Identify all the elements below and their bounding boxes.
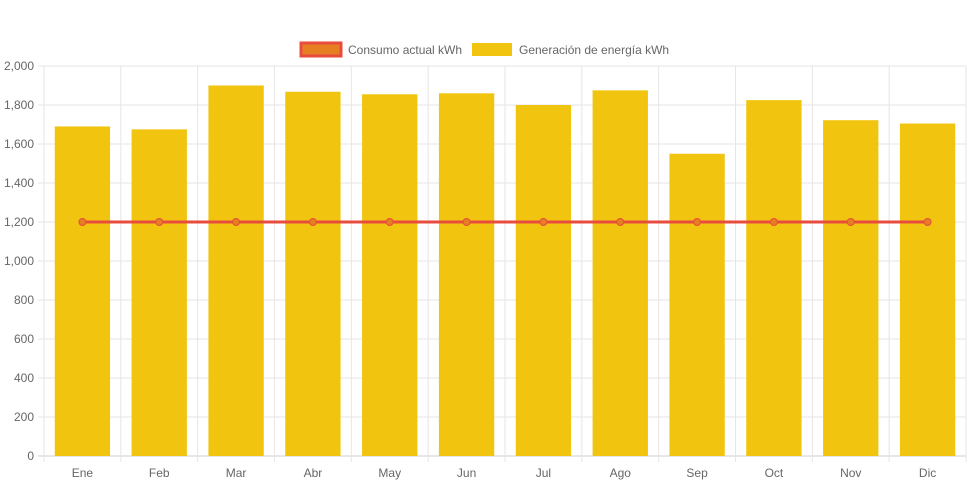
legend-item-consumo[interactable]: Consumo actual kWh	[299, 41, 462, 58]
x-tick-label: Nov	[840, 466, 861, 480]
grid	[38, 65, 967, 462]
legend-item-generacion[interactable]: Generación de energía kWh	[472, 43, 669, 57]
y-tick-label: 400	[14, 371, 34, 385]
bar-generacion-ene[interactable]	[54, 126, 111, 456]
y-tick-label: 1,800	[4, 98, 34, 112]
x-tick-label: Sep	[686, 466, 708, 480]
point-consumo-ago[interactable]	[616, 218, 625, 226]
bars	[54, 85, 956, 457]
consumption-line	[78, 218, 932, 226]
bar-generacion-jun[interactable]	[438, 93, 495, 457]
bar-generacion-jul[interactable]	[515, 105, 572, 456]
x-axis-ticks: Ene Feb Mar Abr May Jun Jul Ago Sep Oct Nov Dic	[72, 466, 937, 480]
point-consumo-may[interactable]	[385, 218, 394, 226]
point-consumo-ene[interactable]	[78, 218, 87, 226]
x-tick-label: Abr	[304, 466, 323, 480]
legend-swatch-generacion	[472, 43, 512, 56]
x-tick-label: May	[378, 466, 401, 480]
legend-label-generacion: Generación de energía kWh	[519, 43, 669, 57]
point-consumo-oct[interactable]	[769, 218, 778, 226]
x-tick-label: Mar	[226, 466, 247, 480]
point-consumo-nov[interactable]	[846, 218, 855, 226]
x-tick-label: Jun	[457, 466, 476, 480]
x-tick-label: Oct	[765, 466, 784, 480]
bar-generacion-nov[interactable]	[823, 120, 879, 457]
point-consumo-abr[interactable]	[308, 218, 317, 226]
x-tick-label: Ago	[610, 466, 632, 480]
y-tick-label: 800	[14, 293, 34, 307]
x-tick-label: Feb	[149, 466, 170, 480]
bar-generacion-may[interactable]	[362, 94, 418, 457]
y-tick-label: 200	[14, 410, 34, 424]
point-consumo-sep[interactable]	[693, 218, 702, 226]
x-tick-label: Ene	[72, 466, 94, 480]
point-consumo-dic[interactable]	[923, 218, 932, 226]
x-tick-label: Dic	[919, 466, 936, 480]
x-tick-label: Jul	[536, 466, 551, 480]
legend-label-consumo: Consumo actual kWh	[348, 43, 462, 57]
point-consumo-mar[interactable]	[232, 218, 241, 226]
point-consumo-jun[interactable]	[462, 218, 471, 226]
point-consumo-jul[interactable]	[539, 218, 548, 226]
legend: Consumo actual kWh Generación de energía…	[299, 41, 669, 58]
bar-generacion-dic[interactable]	[899, 123, 956, 457]
bar-generacion-ago[interactable]	[592, 90, 648, 456]
bar-generacion-feb[interactable]	[131, 129, 187, 456]
y-tick-label: 1,600	[4, 137, 34, 151]
y-tick-label: 2,000	[4, 59, 34, 73]
bar-generacion-oct[interactable]	[746, 100, 802, 456]
y-tick-label: 1,200	[4, 215, 34, 229]
bar-generacion-abr[interactable]	[285, 91, 341, 457]
y-tick-label: 1,000	[4, 254, 34, 268]
y-tick-label: 1,400	[4, 176, 34, 190]
y-axis-ticks: 0 200 400 600 800 1,000 1,200 1,400 1,600 1,800 2,…	[4, 59, 34, 463]
y-tick-label: 0	[27, 449, 34, 463]
legend-swatch-consumo	[299, 41, 343, 58]
bar-generacion-mar[interactable]	[208, 85, 264, 457]
bar-generacion-sep[interactable]	[669, 153, 725, 456]
point-consumo-feb[interactable]	[155, 218, 164, 226]
y-tick-label: 600	[14, 332, 34, 346]
